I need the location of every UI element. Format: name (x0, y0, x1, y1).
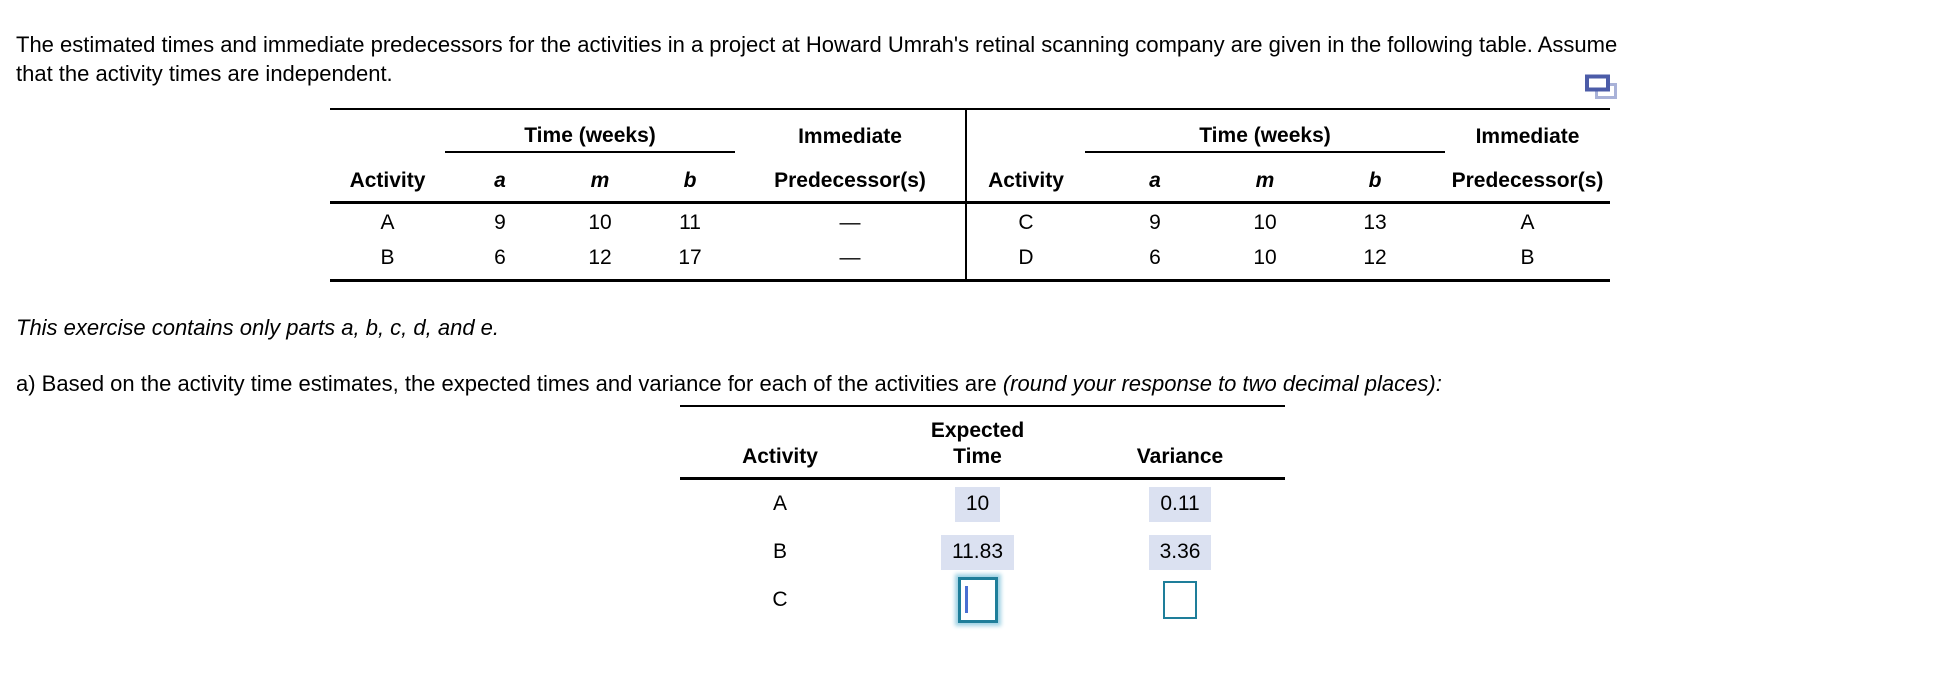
b-col-header-left: b (645, 152, 735, 204)
answer-activity-label: B (772, 540, 787, 563)
part-a-text: a) Based on the activity time estimates,… (16, 371, 1003, 396)
predecessor-col-header-right: Predecessor(s) (1445, 152, 1610, 204)
cell-activity: D (965, 242, 1085, 281)
m-col-header-right: m (1225, 152, 1305, 204)
m-col-header-left: m (555, 152, 645, 204)
immediate-header-right: Immediate (1475, 125, 1580, 148)
answer-activity-header: Activity (680, 406, 880, 480)
answer-table: Activity Expected Time Variance A 10 0.1… (680, 405, 1285, 624)
expected-time-cell (880, 576, 1075, 624)
answer-variance-header: Variance (1075, 406, 1285, 480)
spacer-cell (330, 109, 445, 152)
cell-b: 11 (679, 211, 701, 234)
answer-activity-header-label: Activity (742, 445, 818, 468)
exercise-note: This exercise contains only parts a, b, … (16, 315, 500, 340)
cell-b: 17 (678, 246, 702, 269)
activity-table: Time (weeks) Immediate Time (weeks) Imme… (330, 108, 1610, 282)
cell-predecessor: A (1520, 211, 1535, 234)
answer-variance-header-label: Variance (1136, 445, 1224, 468)
copy-icon (1585, 74, 1617, 99)
expected-time-cell: 11.83 (880, 528, 1075, 576)
a-col-header-right: a (1085, 152, 1225, 204)
problem-statement-line1: The estimated times and immediate predec… (16, 32, 1618, 57)
answer-row-a: A 10 0.11 (680, 479, 1285, 529)
cell-activity: A (380, 211, 395, 234)
answer-activity-label: C (772, 588, 788, 611)
b-col-header-right: b (1305, 152, 1445, 204)
a-col-header-left: a (445, 152, 555, 204)
variance-cell (1075, 576, 1285, 624)
activity-col-header-left: Activity (330, 152, 445, 204)
activity-table-row-1: A 9 10 11 — C 9 10 13 A (330, 202, 1610, 242)
cell-predecessor: B (1520, 246, 1535, 269)
activity-table-header-row-1: Time (weeks) Immediate Time (weeks) Imme… (330, 109, 1610, 153)
text-caret (964, 586, 968, 613)
activity-table-header-row-2: Activity a m b Predecessor(s) Activity a… (330, 152, 1610, 204)
expected-time-value-b[interactable]: 11.83 (941, 534, 1014, 570)
problem-statement-line2: that the activity times are independent. (16, 61, 393, 86)
answer-expected-time-header: Expected Time (880, 406, 1075, 480)
variance-cell: 3.36 (1075, 528, 1285, 576)
expected-header-line1: Expected (930, 419, 1025, 442)
time-weeks-header-right: Time (weeks) (1085, 109, 1445, 153)
spacer-cell (965, 109, 1085, 152)
predecessor-col-header-left: Predecessor(s) (735, 152, 966, 204)
variance-cell: 0.11 (1075, 479, 1285, 529)
cell-predecessor: — (839, 211, 861, 234)
variance-input-c[interactable] (1163, 581, 1197, 619)
answer-table-header-row: Activity Expected Time Variance (680, 406, 1285, 480)
expected-header-line2: Time (953, 445, 1002, 468)
variance-value-a[interactable]: 0.11 (1149, 486, 1211, 522)
cell-b: 12 (1363, 246, 1387, 269)
expected-time-input-c[interactable] (957, 577, 998, 623)
part-a-question: a) Based on the activity time estimates,… (16, 371, 1442, 397)
cell-a: 9 (494, 211, 506, 234)
activity-table-row-2: B 6 12 17 — D 6 10 12 B (330, 242, 1610, 281)
cell-b: 13 (1363, 211, 1387, 234)
cell-a: 6 (494, 246, 506, 269)
part-a-rounding-instruction: (round your response to two decimal plac… (1002, 371, 1442, 396)
expected-time-value-a[interactable]: 10 (954, 486, 1001, 522)
cell-a: 9 (1149, 211, 1161, 234)
cell-m: 10 (588, 211, 612, 234)
cell-activity: B (380, 246, 395, 269)
answer-activity-label: A (772, 492, 787, 515)
answer-row-b: B 11.83 3.36 (680, 528, 1285, 576)
cell-m: 10 (1253, 246, 1277, 269)
cell-m: 10 (1253, 211, 1277, 234)
cell-predecessor: — (839, 246, 861, 269)
problem-statement: The estimated times and immediate predec… (16, 30, 1928, 88)
cell-m: 12 (588, 246, 612, 269)
copy-table-icon[interactable] (1585, 74, 1621, 102)
answer-row-c: C (680, 576, 1285, 624)
expected-time-cell: 10 (880, 479, 1075, 529)
cell-a: 6 (1149, 246, 1161, 269)
time-weeks-header-left: Time (weeks) (445, 109, 735, 153)
cell-activity: C (965, 202, 1085, 242)
activity-col-header-right: Activity (965, 152, 1085, 204)
immediate-header-left: Immediate (798, 125, 902, 148)
variance-value-b[interactable]: 3.36 (1148, 534, 1212, 570)
